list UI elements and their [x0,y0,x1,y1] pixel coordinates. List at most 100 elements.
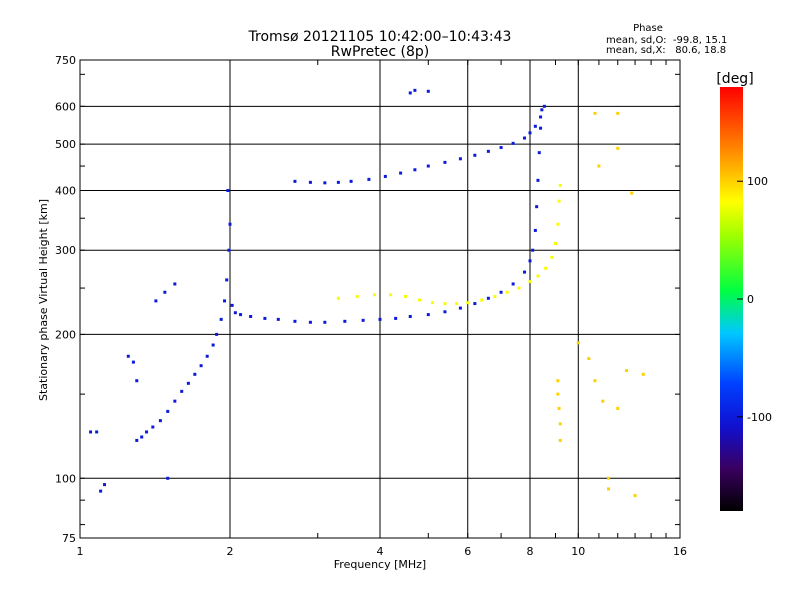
data-point [173,282,177,286]
x-tick-label: 1 [77,545,84,558]
data-point [151,425,155,429]
data-point [625,369,629,373]
data-point [211,343,215,347]
colorbar-tick-label: 0 [747,293,754,306]
data-point [399,171,403,175]
data-point [131,360,135,364]
data-point [394,316,398,320]
chart-subtitle: RwPretec (8p) [331,44,429,60]
data-point [293,179,297,183]
data-point [323,320,327,324]
data-point [426,89,430,93]
data-point [528,280,532,284]
data-point [103,483,107,487]
data-point [517,286,521,290]
y-axis-label: Stationary phase Virtual Height [km] [37,199,50,401]
data-point [556,392,560,396]
data-point [616,146,620,150]
data-point [135,379,139,383]
data-point [458,157,462,161]
data-point [186,381,190,385]
data-point [486,149,490,153]
data-point [276,317,280,321]
data-point [226,188,230,192]
data-point [223,299,227,303]
data-point [455,302,459,306]
y-tick-label: 600 [55,100,76,113]
data-point [417,298,421,302]
data-point [556,379,560,383]
data-point [486,296,490,300]
data-point [633,494,637,498]
data-point [558,438,562,442]
data-point [558,422,562,426]
x-axis-label: Frequency [MHz] [334,558,426,571]
data-point [166,476,170,480]
data-point [458,306,462,310]
data-point [557,406,561,410]
data-point [537,151,541,155]
data-point [219,317,223,321]
data-point [557,199,561,203]
data-point [630,191,634,195]
x-tick-label: 6 [464,545,471,558]
data-point [383,174,387,178]
colorbar [720,87,743,511]
data-point [355,295,359,299]
data-point [539,115,543,119]
data-point [293,319,297,323]
data-point [343,319,347,323]
data-point [378,317,382,321]
data-point [413,88,417,92]
data-point [536,178,540,182]
data-point [493,295,497,299]
data-point [523,270,527,274]
data-point [215,332,219,336]
data-point [225,278,229,282]
data-point [336,180,340,184]
data-point [349,179,353,183]
axes: 1 2 4 6 8 10 16 75 100 200 300 400 500 600 750 [55,54,687,558]
data-point [193,372,197,376]
data-point [607,487,611,491]
data-point [308,180,312,184]
data-point [558,183,562,187]
x-tick-label: 16 [673,545,687,558]
data-point [539,126,543,130]
data-point [173,399,177,403]
data-point [443,310,447,314]
x-tick-label: 8 [527,545,534,558]
y-tick-label: 300 [55,244,76,257]
data-point [135,438,139,442]
data-point [607,476,611,480]
data-point [499,290,503,294]
y-tick-label: 200 [55,328,76,341]
data-point [408,91,412,95]
data-point [536,274,540,278]
x-tick-label: 2 [227,545,234,558]
data-point [99,489,103,493]
data-point [126,354,130,358]
data-point [199,364,203,368]
data-point [533,124,537,128]
data-point [443,302,447,306]
phase-stats-heading: Phase [633,23,663,34]
phase-stats-x: mean, sd,X: 80.6, 18.8 [606,45,726,56]
data-point [180,389,184,393]
data-point [553,241,557,245]
data-point [145,430,149,434]
data-point [511,141,515,145]
data-point [95,430,99,434]
data-point [263,316,267,320]
data-point [233,311,237,315]
data-point [523,136,527,140]
data-point [597,164,601,168]
data-point [601,399,605,403]
data-point [140,435,144,439]
colorbar-label: [deg] [716,71,753,87]
data-point [89,430,93,434]
data-point [528,131,532,135]
data-point [528,259,532,263]
data-point [413,168,417,172]
